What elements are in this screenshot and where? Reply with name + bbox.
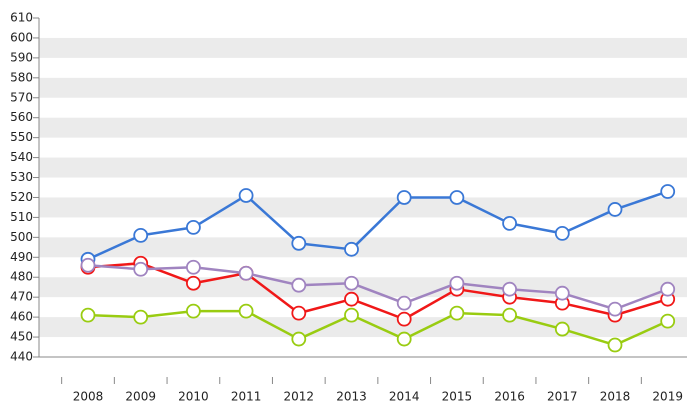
point: [185, 303, 201, 319]
point: [185, 275, 201, 291]
point: [185, 259, 201, 275]
y-tick-label: 580: [10, 70, 33, 84]
y-tick-label: 590: [10, 50, 33, 64]
point: [238, 303, 254, 319]
point: [344, 241, 359, 257]
point: [607, 337, 623, 353]
x-tick-label: 2009: [125, 390, 156, 404]
y-tick-label: 490: [10, 250, 33, 264]
point: [396, 331, 412, 347]
point: [554, 285, 570, 301]
y-tick-label: 560: [10, 110, 33, 124]
y-tick-label: 470: [10, 290, 33, 304]
y-tick-label: 540: [10, 150, 33, 164]
point: [554, 225, 570, 241]
x-tick-label: 2017: [547, 390, 578, 404]
series-line: [87, 309, 669, 347]
point: [660, 281, 676, 297]
x-tick-label: 2008: [73, 390, 104, 404]
point: [291, 277, 307, 293]
point: [238, 265, 254, 281]
point: [660, 313, 676, 329]
point: [607, 301, 623, 317]
y-tick-label: 440: [10, 350, 33, 364]
y-tick-label: 510: [10, 210, 33, 224]
point: [449, 305, 465, 321]
x-tick-label: 2012: [284, 390, 315, 404]
point: [291, 331, 307, 347]
y-tick-label: 550: [10, 130, 33, 144]
y-tick-label: 610: [10, 11, 33, 25]
series-line: [87, 264, 669, 311]
point: [185, 219, 201, 235]
grid-band: [39, 37, 687, 58]
x-tick-label: 2014: [389, 390, 420, 404]
grid-band: [39, 237, 687, 258]
y-tick-label: 460: [10, 310, 33, 324]
point: [344, 307, 359, 323]
point: [449, 275, 465, 291]
point: [238, 188, 254, 203]
x-tick-label: 2010: [178, 390, 209, 404]
y-tick-label: 530: [10, 170, 33, 184]
plot-bands: [39, 37, 687, 338]
point: [607, 202, 623, 217]
grid-band: [39, 117, 687, 138]
point: [80, 257, 96, 273]
point: [502, 307, 518, 323]
point: [396, 190, 412, 205]
grid-band: [39, 157, 687, 178]
y-tick-label: 450: [10, 330, 33, 344]
point: [396, 295, 412, 311]
y-tick-label: 480: [10, 270, 33, 284]
x-tick-label: 2015: [442, 390, 473, 404]
point: [133, 309, 149, 325]
point: [502, 281, 518, 297]
y-tick-label: 500: [10, 230, 33, 244]
point: [344, 291, 359, 307]
series-line: [87, 262, 669, 321]
y-tick-label: 520: [10, 190, 33, 204]
y-tick-label: 570: [10, 90, 33, 104]
x-tick-label: 2016: [494, 390, 525, 404]
x-tick-label: 2018: [600, 390, 631, 404]
point: [554, 321, 570, 337]
grid-band: [39, 77, 687, 98]
y-tick-label: 600: [10, 30, 33, 44]
point: [80, 307, 96, 323]
point: [291, 235, 307, 251]
point: [660, 184, 676, 199]
x-tick-label: 2019: [652, 390, 683, 404]
point: [502, 215, 518, 231]
grid-band: [39, 317, 687, 338]
point: [344, 275, 359, 291]
point: [396, 311, 412, 327]
point: [133, 227, 149, 243]
series-line: [87, 190, 669, 261]
x-tick-label: 2011: [231, 390, 262, 404]
point: [133, 261, 149, 277]
x-tick-label: 2013: [336, 390, 367, 404]
point: [291, 305, 307, 321]
point: [449, 190, 465, 205]
grid-band: [39, 197, 687, 218]
